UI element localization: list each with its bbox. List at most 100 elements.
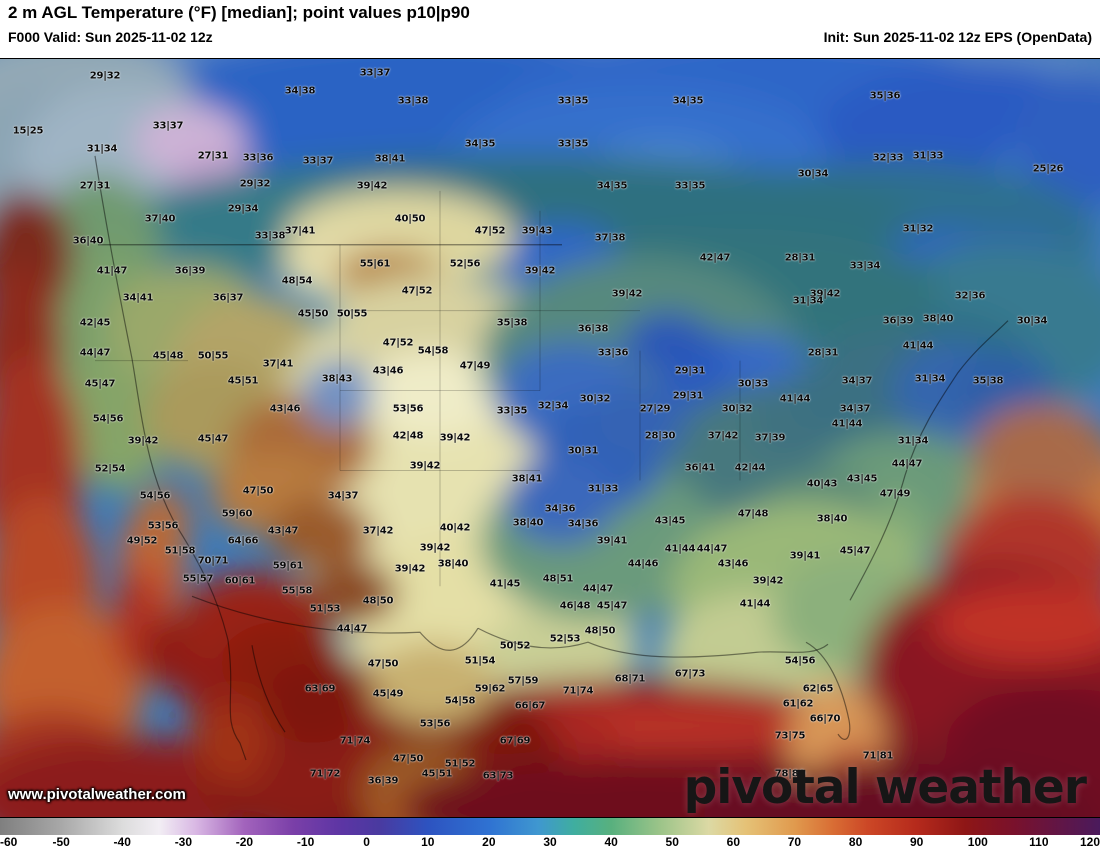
point-value: 41|44 [779,393,811,405]
point-value: 53|56 [392,403,424,415]
point-value: 29|32 [239,178,271,190]
colorbar-tick: -30 [174,835,193,849]
point-value: 54|58 [417,345,449,357]
point-value: 34|36 [544,503,576,515]
colorbar-tick: 40 [604,835,618,849]
point-value: 28|30 [644,430,676,442]
point-value: 53|56 [147,520,179,532]
point-value: 52|54 [94,463,126,475]
point-value: 45|51 [421,768,453,780]
point-value: 32|34 [537,400,569,412]
colorbar-tick: 20 [482,835,496,849]
point-value: 34|35 [672,95,704,107]
point-value: 41|44 [902,340,934,352]
point-value: 54|56 [92,413,124,425]
colorbar-tick: 110 [1029,835,1049,849]
point-value: 68|71 [614,673,646,685]
point-value: 43|45 [654,515,686,527]
point-value: 31|34 [86,143,118,155]
point-value: 39|42 [752,575,784,587]
point-value: 36|40 [72,235,104,247]
point-value: 66|67 [514,700,546,712]
point-value: 36|39 [174,265,206,277]
colorbar-ticks: -60 -50 -40 -30 -20 -10 0 10 20 30 40 50 60 70 80 90 100… [0,835,1100,850]
point-value: 61|62 [782,698,814,710]
state-border-hints [95,190,741,587]
point-value: 38|40 [816,513,848,525]
point-value: 27|29 [639,403,671,415]
point-value: 30|31 [567,445,599,457]
point-value: 34|37 [841,375,873,387]
point-value: 28|31 [784,252,816,264]
point-value: 37|42 [362,525,394,537]
point-value: 43|46 [717,558,749,570]
point-value: 33|37 [302,155,334,167]
temperature-shading [0,59,1100,817]
point-value: 39|42 [409,460,441,472]
point-value: 38|41 [374,153,406,165]
point-value: 66|70 [809,713,841,725]
point-value: 41|45 [489,578,521,590]
point-value: 70|71 [197,555,229,567]
point-value: 37|42 [707,430,739,442]
point-value: 33|37 [152,120,184,132]
point-value: 51|54 [464,655,496,667]
point-value: 41|44 [739,598,771,610]
point-value: 40|43 [806,478,838,490]
point-value: 50|55 [336,308,368,320]
point-value: 38|40 [512,517,544,529]
colorbar-tick: 70 [787,835,802,849]
point-value: 38|40 [437,558,469,570]
point-value: 31|34 [914,373,946,385]
point-value: 47|52 [401,285,433,297]
colorbar-tick: -50 [52,835,70,849]
point-value: 33|34 [849,260,881,272]
colorbar-tick: 30 [543,835,557,849]
point-value: 54|58 [444,695,476,707]
point-value: 45|47 [84,378,116,390]
point-value: 36|41 [684,462,716,474]
temperature-map-canvas[interactable]: 29|32 33|37 34|38 33|38 33|35 34|35 35|36 15|25… [0,58,1100,817]
point-value: 54|56 [784,655,816,667]
point-value: 43|45 [846,473,878,485]
point-value: 59|61 [272,560,304,572]
point-value: 31|33 [587,483,619,495]
point-value: 27|31 [197,150,229,162]
point-value: 52|56 [449,258,481,270]
point-value: 30|34 [1016,315,1048,327]
point-value: 47|52 [474,225,506,237]
point-value: 63|73 [482,770,514,782]
point-value: 31|32 [902,223,934,235]
point-value: 39|42 [611,288,643,300]
pivotal-weather-logo: pivotal weather [683,760,1087,815]
point-value: 38|43 [321,373,353,385]
point-value: 34|41 [122,292,154,304]
point-value: 67|69 [499,735,531,747]
point-value: 34|36 [567,518,599,530]
point-value: 51|52 [444,758,476,770]
colorbar-tick: 0 [363,835,370,849]
point-value: 39|42 [356,180,388,192]
point-value: 39|42 [524,265,556,277]
point-value: 33|35 [557,138,589,150]
point-value: 40|42 [439,522,471,534]
point-value: 34|35 [464,138,496,150]
point-value: 33|36 [597,347,629,359]
point-value: 28|31 [807,347,839,359]
point-value: 41|44 [664,543,696,555]
temperature-colorbar: -60 -50 -40 -30 -20 -10 0 10 20 30 40 50 60 70 80 90 100… [0,817,1100,850]
point-value: 32|33 [872,152,904,164]
point-value: 37|40 [144,213,176,225]
point-value: 36|37 [212,292,244,304]
point-value: 46|48 [559,600,591,612]
point-value: 39|41 [596,535,628,547]
point-value: 63|69 [304,683,336,695]
point-value: 36|39 [882,315,914,327]
colorbar-tick: 90 [909,835,924,849]
colorbar-tick: -10 [296,835,315,849]
point-value: 47|50 [367,658,399,670]
point-value: 42|44 [734,462,766,474]
colorbar-tick: -20 [235,835,254,849]
point-value: 41|44 [831,418,863,430]
